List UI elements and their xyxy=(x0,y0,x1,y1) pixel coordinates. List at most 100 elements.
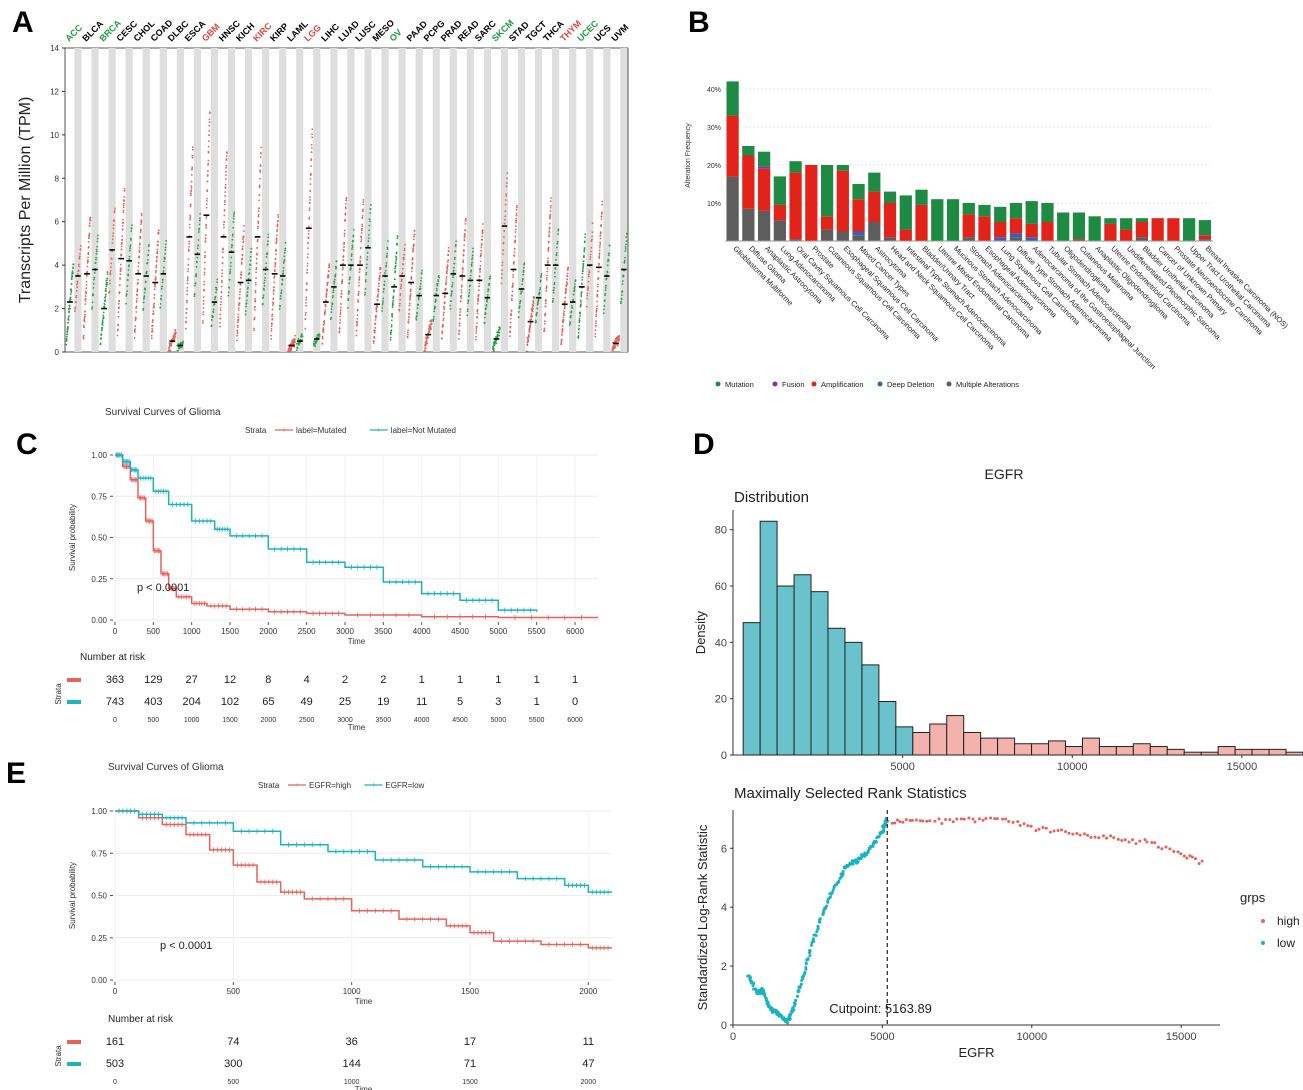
risk-value: 102 xyxy=(221,696,239,708)
normal-point xyxy=(450,293,453,295)
normal-point xyxy=(182,341,185,343)
tumor-point xyxy=(220,290,223,293)
tumor-point xyxy=(361,225,364,228)
tumor-point xyxy=(463,249,465,252)
normal-point xyxy=(470,263,473,266)
tumor-point xyxy=(311,136,314,139)
bar-segment-amplification xyxy=(757,168,771,211)
tumor-point xyxy=(394,270,397,272)
normal-point xyxy=(91,301,94,304)
tumor-point xyxy=(561,329,564,332)
tumor-point xyxy=(82,324,85,327)
normal-point xyxy=(76,273,79,275)
tumor-point xyxy=(204,234,207,237)
tumor-point xyxy=(360,232,363,234)
normal-point xyxy=(109,279,111,282)
normal-point xyxy=(366,256,369,258)
normal-point xyxy=(126,290,128,293)
tumor-point xyxy=(140,221,143,224)
x-tick-label: 5000 xyxy=(890,761,914,773)
normal-shade-band xyxy=(210,48,219,352)
risk-x-tick-label: 5500 xyxy=(529,717,545,724)
tumor-point xyxy=(122,206,125,209)
legend-marker xyxy=(1261,941,1265,945)
normal-point xyxy=(350,255,353,257)
normal-point xyxy=(501,261,504,264)
tumor-point xyxy=(377,290,380,293)
tumor-point xyxy=(207,140,210,143)
normal-point xyxy=(231,234,234,237)
risk-strata-label: Strata xyxy=(54,683,63,705)
tumor-point xyxy=(84,297,87,300)
tumor-point xyxy=(118,300,121,302)
normal-point xyxy=(606,264,609,267)
normal-point xyxy=(96,245,99,248)
tumor-point xyxy=(208,134,211,137)
tumor-point xyxy=(412,238,415,241)
normal-point xyxy=(569,322,572,325)
normal-point xyxy=(553,271,556,274)
bar-segment-amplification xyxy=(1009,218,1023,234)
normal-point xyxy=(178,347,181,350)
tumor-point xyxy=(306,271,309,274)
tumor-point xyxy=(546,261,549,264)
normal-point xyxy=(485,303,488,306)
tumor-point xyxy=(340,289,343,292)
tumor-point xyxy=(186,276,189,279)
scatter-point-low xyxy=(884,820,888,824)
normal-shade-band xyxy=(603,48,611,352)
tumor-point xyxy=(343,246,345,248)
normal-point xyxy=(501,253,504,255)
scatter-point-high xyxy=(984,816,988,820)
tumor-point xyxy=(206,174,209,176)
normal-point xyxy=(330,311,333,313)
normal-point xyxy=(521,278,524,280)
tumor-point xyxy=(341,266,344,269)
tumor-point xyxy=(510,299,513,302)
tumor-point xyxy=(203,261,206,264)
normal-point xyxy=(349,276,351,279)
tumor-point xyxy=(185,308,188,310)
normal-point xyxy=(75,289,78,292)
normal-point xyxy=(333,278,336,281)
tumor-point xyxy=(498,334,501,337)
tumor-point xyxy=(581,276,584,279)
tumor-point xyxy=(255,268,258,271)
bar-segment-mutation xyxy=(1104,218,1117,224)
x-tick-label: 0 xyxy=(730,1031,736,1043)
tumor-point xyxy=(188,245,190,248)
tumor-point xyxy=(390,325,393,328)
scatter-point-low xyxy=(882,824,886,828)
histogram-bar xyxy=(742,622,761,756)
normal-point xyxy=(364,288,367,290)
normal-point xyxy=(518,306,521,309)
normal-point xyxy=(484,312,487,315)
tumor-point xyxy=(223,214,226,217)
normal-point xyxy=(215,288,218,291)
scatter-point-high xyxy=(914,818,918,822)
tumor-point xyxy=(393,278,396,281)
tumor-point xyxy=(170,344,173,347)
normal-point xyxy=(233,213,235,215)
scatter-point-high xyxy=(893,821,897,825)
scatter-point-low xyxy=(806,956,810,960)
tumor-point xyxy=(392,297,395,300)
tumor-point xyxy=(219,313,222,316)
tumor-point xyxy=(424,345,427,347)
scatter-point-low xyxy=(801,975,805,979)
tumor-point xyxy=(220,295,223,298)
tumor-point xyxy=(274,263,277,266)
tumor-point xyxy=(274,262,277,265)
scatter-point-low xyxy=(856,860,860,864)
tumor-point xyxy=(321,337,324,340)
scatter-point-high xyxy=(962,817,966,821)
tumor-point xyxy=(457,337,460,340)
normal-point xyxy=(539,287,542,289)
normal-shade-band xyxy=(552,48,560,352)
normal-point xyxy=(108,290,111,293)
normal-point xyxy=(91,307,93,310)
histogram-bar xyxy=(1014,743,1033,756)
tumor-point xyxy=(224,186,227,189)
normal-point xyxy=(76,282,79,284)
tumor-point xyxy=(361,227,363,230)
